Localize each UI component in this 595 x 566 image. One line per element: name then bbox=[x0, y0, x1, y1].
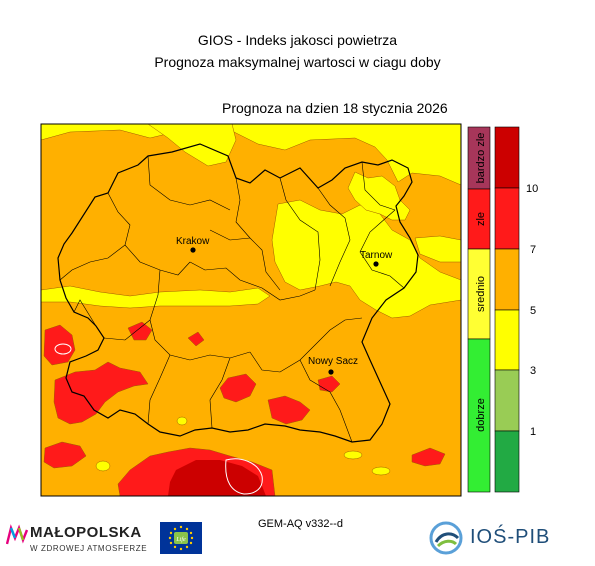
legend-label-very-bad: bardzo zle bbox=[475, 133, 487, 184]
district-borders bbox=[59, 155, 405, 443]
scale-swatch-10-plus bbox=[494, 126, 520, 189]
city-marker bbox=[328, 369, 334, 375]
legend-label-good: dobrze bbox=[475, 398, 487, 432]
contour-marker bbox=[54, 343, 72, 355]
ios-pib-logo-icon bbox=[429, 521, 463, 555]
scale-tick-5: 5 bbox=[530, 305, 536, 317]
scale-tick-10: 10 bbox=[526, 183, 538, 195]
scale-swatch-5-7 bbox=[494, 248, 520, 311]
city-nowy-sacz: Nowy Sacz bbox=[308, 356, 358, 375]
city-marker bbox=[373, 261, 379, 267]
city-tarnow: Tarnow bbox=[360, 250, 393, 267]
legend-scale-bar: 10 7 5 3 1 bbox=[494, 126, 538, 493]
legend-label-bad: zle bbox=[475, 212, 487, 226]
map-subtitle: Prognoza maksymalnej wartosci w ciagu do… bbox=[154, 54, 441, 70]
scale-swatch-1-3 bbox=[494, 369, 520, 432]
city-label-tarnow: Tarnow bbox=[360, 250, 393, 261]
scale-tick-3: 3 bbox=[530, 365, 536, 377]
scale-swatch-3-5 bbox=[494, 309, 520, 371]
legend-good-swatch bbox=[467, 338, 491, 493]
eu-flag-text: Life bbox=[175, 536, 186, 543]
map-frame bbox=[40, 123, 462, 497]
ios-pib-logo-name: IOŚ-PIB bbox=[470, 526, 551, 548]
zone-moderate-yellow bbox=[40, 123, 462, 476]
legend-category-bar: bardzo zle zle srednio dobrze bbox=[467, 126, 491, 493]
city-label-krakow: Krakow bbox=[176, 236, 210, 247]
forecast-date: Prognoza na dzien 18 stycznia 2026 bbox=[222, 100, 448, 116]
malopolska-logo-icon bbox=[6, 524, 29, 545]
scale-tick-7: 7 bbox=[530, 244, 536, 256]
scale-swatch-7-10 bbox=[494, 187, 520, 250]
zone-very-bad-darkred bbox=[168, 460, 266, 496]
contour-marker bbox=[225, 458, 263, 495]
legend-label-moderate: srednio bbox=[475, 276, 487, 312]
model-version: GEM-AQ v332--d bbox=[258, 518, 343, 530]
malopolska-logo-tagline: W ZDROWEJ ATMOSFERZE bbox=[30, 544, 148, 553]
city-label-nowy-sacz: Nowy Sacz bbox=[308, 356, 358, 367]
city-marker bbox=[190, 247, 196, 253]
map-title: GIOS - Indeks jakosci powietrza bbox=[197, 32, 398, 48]
region-border bbox=[57, 143, 419, 443]
city-krakow: Krakow bbox=[176, 236, 210, 253]
eu-life-flag-icon: Life bbox=[160, 522, 202, 554]
scale-swatch-0-1 bbox=[494, 430, 520, 493]
malopolska-logo-name: MAŁOPOLSKA bbox=[30, 524, 142, 541]
scale-tick-1: 1 bbox=[530, 426, 536, 438]
